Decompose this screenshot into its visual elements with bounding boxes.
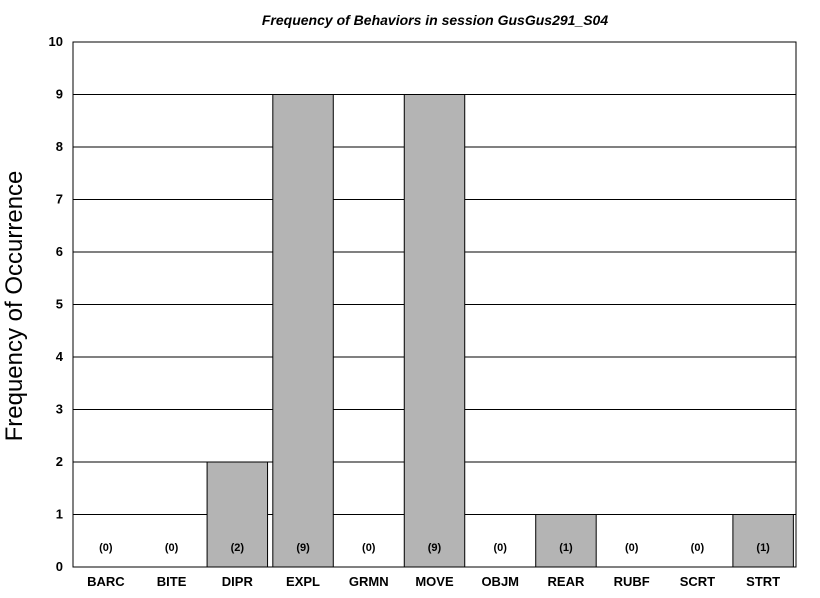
y-tick-label: 3 — [56, 402, 63, 417]
y-tick-label: 9 — [56, 87, 63, 102]
data-label: (0) — [625, 542, 639, 554]
data-label: (1) — [559, 542, 573, 554]
x-tick-label: MOVE — [415, 574, 454, 589]
plot-border — [72, 41, 797, 568]
x-tick-label: DIPR — [222, 574, 254, 589]
bar — [732, 514, 794, 568]
chart-title: Frequency of Behaviors in session GusGus… — [262, 12, 608, 28]
x-tick-label: REAR — [548, 574, 585, 589]
x-tick-label: EXPL — [286, 574, 320, 589]
data-label: (9) — [428, 542, 442, 554]
x-tick-label: GRMN — [349, 574, 389, 589]
plot-frame — [72, 41, 797, 568]
data-label: (0) — [362, 542, 376, 554]
y-tick-label: 0 — [56, 559, 63, 574]
x-tick-label: OBJM — [481, 574, 519, 589]
y-axis-label: Frequency of Occurrence — [1, 171, 28, 442]
x-tick-label: STRT — [746, 574, 780, 589]
bar — [272, 94, 334, 568]
y-tick-label: 10 — [49, 34, 63, 49]
bar — [206, 461, 269, 568]
bar — [403, 94, 466, 568]
data-label: (0) — [99, 542, 113, 554]
data-label: (1) — [756, 542, 770, 554]
x-tick-label: RUBF — [614, 574, 650, 589]
data-label: (9) — [296, 542, 310, 554]
y-tick-label: 8 — [56, 139, 63, 154]
data-label: (2) — [231, 542, 245, 554]
x-tick-label: BITE — [157, 574, 187, 589]
x-tick-label: SCRT — [680, 574, 715, 589]
data-label: (0) — [165, 542, 179, 554]
bars — [206, 94, 794, 568]
data-label: (0) — [494, 542, 508, 554]
y-tick-labels: 0 1 2 3 4 5 6 7 8 9 10 — [49, 34, 64, 574]
y-tick-label: 4 — [56, 349, 64, 364]
y-tick-label: 6 — [56, 244, 63, 259]
y-tick-label: 2 — [56, 454, 63, 469]
x-tick-label: BARC — [87, 574, 125, 589]
y-tick-label: 1 — [56, 507, 63, 522]
y-tick-label: 5 — [56, 297, 63, 312]
y-tick-label: 7 — [56, 192, 63, 207]
x-tick-labels: BARC BITE DIPR EXPL GRMN MOVE OBJM REAR RUBF SCRT… — [87, 574, 780, 589]
data-labels: (0) (0) (2) (9) (0) (9) (0) (1) (0) (0) (1) — [99, 542, 770, 554]
bar — [535, 514, 597, 568]
data-label: (0) — [691, 542, 705, 554]
